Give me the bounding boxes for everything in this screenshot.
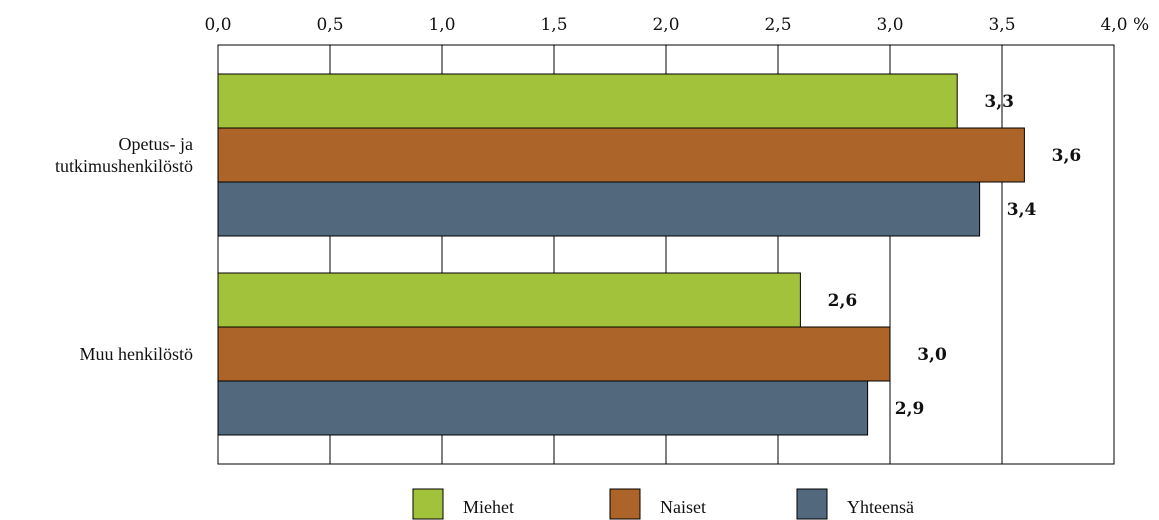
data-label: 3,0	[917, 345, 947, 365]
bar-miehet-1	[218, 273, 800, 327]
x-tick-label: 1,5	[540, 15, 567, 35]
data-label: 2,6	[828, 291, 858, 311]
legend-label: Miehet	[463, 497, 514, 517]
x-tick-label: 2,5	[764, 15, 791, 35]
category-label: Opetus- ja	[119, 134, 193, 154]
bar-miehet-0	[218, 74, 957, 128]
data-label: 2,9	[895, 399, 925, 419]
data-label: 3,6	[1052, 146, 1082, 166]
category-label: Muu henkilöstö	[79, 344, 193, 364]
legend-swatch-miehet	[413, 489, 443, 519]
data-label: 3,4	[1007, 200, 1037, 220]
x-tick-label: 4,0	[1100, 15, 1127, 35]
x-tick-label: 0,5	[316, 15, 343, 35]
bar-yhteensä-1	[218, 381, 868, 435]
bar-yhteensä-0	[218, 182, 980, 236]
legend-label: Yhteensä	[847, 497, 914, 517]
x-tick-label: 0,0	[204, 15, 231, 35]
data-label: 3,3	[984, 92, 1014, 112]
bar-naiset-0	[218, 128, 1024, 182]
x-tick-label: 2,0	[652, 15, 679, 35]
x-tick-label: 3,5	[988, 15, 1015, 35]
legend-swatch-naiset	[610, 489, 640, 519]
legend-swatch-yhteensä	[797, 489, 827, 519]
category-label: tutkimushenkilöstö	[55, 156, 193, 176]
bar-naiset-1	[218, 327, 890, 381]
axis-unit-label: %	[1133, 15, 1149, 35]
x-tick-label: 1,0	[428, 15, 455, 35]
legend-label: Naiset	[660, 497, 706, 517]
x-tick-label: 3,0	[876, 15, 903, 35]
